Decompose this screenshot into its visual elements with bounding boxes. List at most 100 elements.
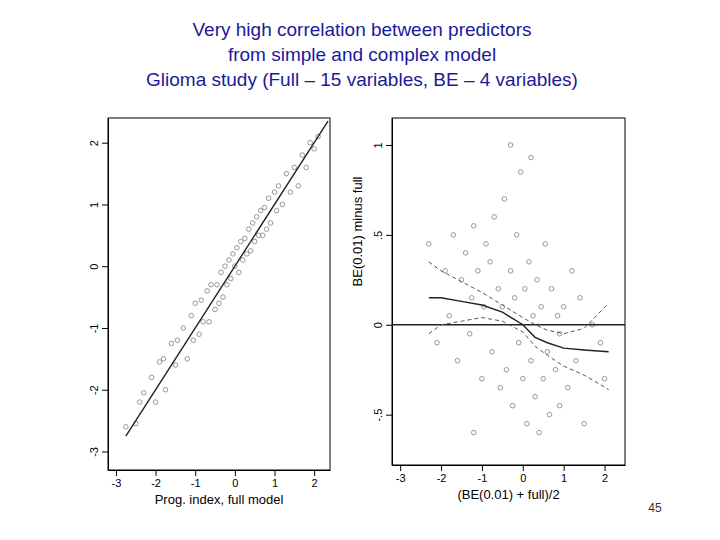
y-tick-label: -2 [88,385,100,395]
point [197,332,202,337]
point [169,341,174,346]
point [598,340,603,345]
x-tick: -1 [191,470,201,489]
y-tick-mark [102,328,108,329]
point [213,307,218,312]
point [199,298,204,303]
point [510,403,515,408]
point [574,358,579,363]
point [471,224,476,229]
chart: -3-2-1012-3-2-1012Prog. index, full mode… [88,118,331,507]
point [248,248,253,253]
point [201,319,206,324]
y-tick-label: .5 [372,231,384,240]
x-tick: -3 [396,465,406,484]
x-axis-title: (BE(0.01) + full)/2 [457,487,559,502]
point [181,326,186,331]
point [512,295,517,300]
x-tick-label: 1 [272,477,278,489]
point [149,375,154,380]
plot-marks [392,143,625,435]
point [272,190,277,195]
point [537,430,542,435]
point [157,360,162,365]
point [175,338,180,343]
point [173,363,178,368]
x-axis-title: Prog. index, full model [155,492,284,507]
y-axis-line [392,119,393,466]
point [262,205,267,210]
x-tick: -2 [437,465,447,484]
point [225,282,230,287]
point [504,367,509,372]
y-tick-mark [102,451,108,452]
point [250,221,255,226]
point [484,242,489,247]
point [488,260,493,265]
point [533,394,538,399]
point [523,287,528,292]
x-tick-mark [156,470,157,476]
point [219,270,224,275]
y-tick-label: 2 [88,140,100,146]
point [426,242,431,247]
point [264,227,269,232]
point [527,260,532,265]
y-tick: -.5 [372,409,392,422]
y-tick-mark [386,145,392,146]
y-tick-label: 1 [88,202,100,208]
band-line [429,262,609,334]
y-tick-mark [102,143,108,144]
point [240,258,245,263]
point [492,215,497,220]
point [516,340,521,345]
point [549,287,554,292]
point [469,295,474,300]
point [209,282,214,287]
y-axis: -3-2-1012 [88,119,109,471]
point [229,276,234,281]
point [280,202,285,207]
point [227,258,232,263]
point [217,301,222,306]
y-tick-label: 1 [372,142,384,148]
y-axis: -.5 0 .5 1 [372,119,393,466]
point [471,430,476,435]
x-axis-line [393,465,626,466]
point [561,304,566,309]
x-tick-mark [235,470,236,476]
y-tick: 0 [372,322,392,328]
x-tick-label: -3 [112,477,122,489]
x-tick: -1 [478,465,488,484]
point [300,153,305,158]
page-number: 45 [648,501,662,515]
x-tick-mark [275,470,276,476]
x-tick: -2 [151,470,161,489]
point [565,385,570,390]
point [312,147,317,152]
point [252,239,257,244]
point [308,140,313,145]
point [244,252,249,257]
point [447,313,452,318]
point [521,376,526,381]
x-tick: 2 [602,465,608,484]
y-tick: -2 [88,385,108,395]
title-line: from simple and complex model [228,44,496,65]
point [555,313,560,318]
point [451,233,456,238]
point [268,221,273,226]
point [274,208,279,213]
point [541,376,546,381]
x-tick-label: -2 [151,477,161,489]
point [508,269,513,274]
x-tick-mark [400,465,401,471]
point [467,331,472,336]
point [514,233,519,238]
y-tick-mark [386,235,392,236]
y-tick-mark [102,266,108,267]
title-line: Very high correlation between predictors [192,19,531,40]
point [602,376,607,381]
y-tick: 1 [372,142,392,148]
point [570,269,575,274]
